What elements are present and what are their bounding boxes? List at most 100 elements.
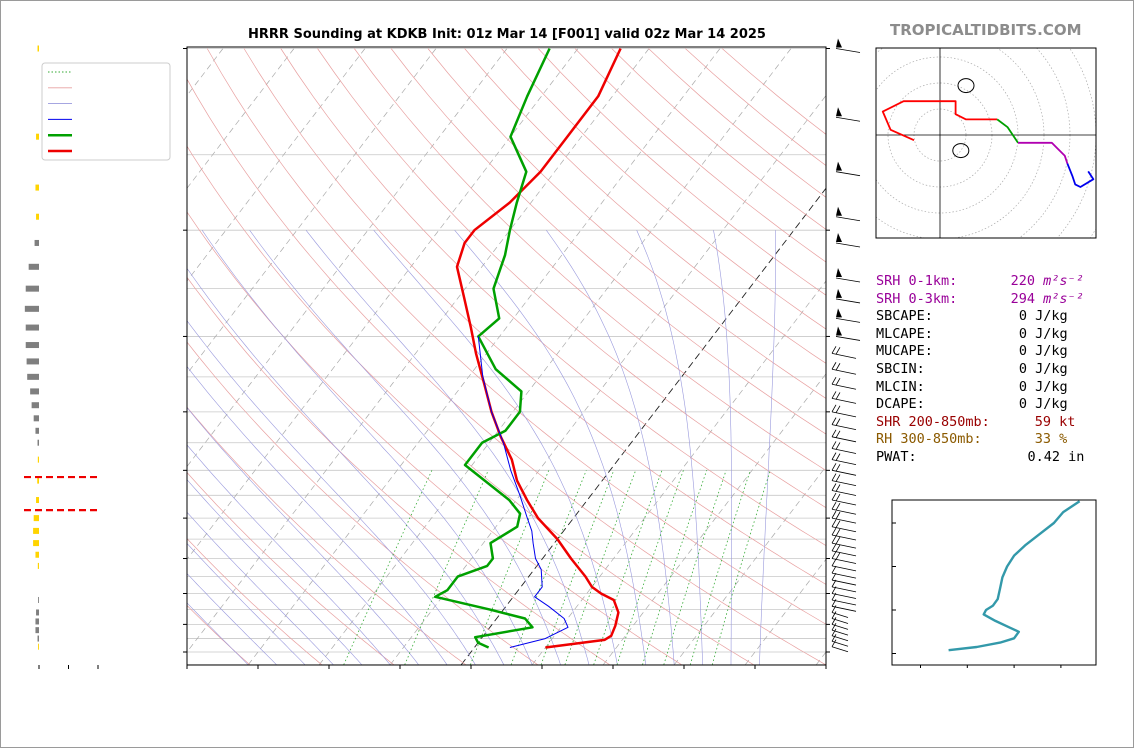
wind-barb-feather xyxy=(835,493,841,502)
stat-label: MLCAPE: xyxy=(876,325,933,342)
hodograph-trace xyxy=(881,100,998,142)
wind-barb-feather xyxy=(831,502,837,510)
omega-bar xyxy=(36,213,39,220)
wind-barb-flag xyxy=(836,326,842,336)
skewt-plot-frame xyxy=(186,46,827,666)
wind-barb-feather xyxy=(831,473,837,481)
omega-bar xyxy=(34,239,39,246)
wind-barb-feather xyxy=(831,639,837,647)
wind-barb-feather xyxy=(835,528,841,537)
wind-barb-feather xyxy=(835,511,841,520)
wind-barb-staff xyxy=(831,593,857,599)
wind-barb-flag xyxy=(836,38,842,48)
wind-barb-feather xyxy=(831,463,837,471)
stat-value-group: 294 m²s⁻² xyxy=(1011,291,1084,309)
wind-barb-staff xyxy=(835,48,861,53)
pseudoadiabat xyxy=(187,479,363,665)
pseudoadiabat xyxy=(187,320,476,665)
pseudoadiabat xyxy=(187,602,249,665)
stat-label: RH 300-850mb: xyxy=(876,431,982,448)
wind-barb-feather xyxy=(831,622,837,631)
pseudoadiabat xyxy=(201,230,533,665)
dry-adiabat xyxy=(317,48,826,509)
stat-unit: kt xyxy=(1051,413,1076,430)
omega-bar xyxy=(35,618,39,625)
wind-barb-staff xyxy=(831,624,849,630)
omega-bar xyxy=(36,609,39,616)
dewpoint-trace xyxy=(433,47,551,649)
wind-barb-flag xyxy=(836,288,842,298)
stat-value: 0 xyxy=(1018,378,1027,395)
mixing-ratio-line xyxy=(564,470,637,665)
isotherm-line xyxy=(815,651,826,665)
stat-row: MUCAPE: 0 J/kg xyxy=(876,343,1068,361)
stat-value-group: 0 J/kg xyxy=(1019,379,1068,397)
wind-barb-feather xyxy=(835,418,841,426)
wind-barb-feather xyxy=(835,536,841,545)
stat-value-group: 0 J/kg xyxy=(1019,326,1068,344)
mixing-ratio-line xyxy=(540,470,615,665)
wind-barb-feather xyxy=(831,452,837,460)
stat-row: DCAPE: 0 J/kg xyxy=(876,396,1068,414)
omega-bar xyxy=(38,643,39,650)
isotherm-line xyxy=(247,48,721,665)
mixing-ratio-line xyxy=(510,470,587,665)
wind-barb-feather xyxy=(831,628,837,636)
dry-adiabat xyxy=(187,471,395,665)
brand-watermark: TROPICALTIDBITS.COM xyxy=(890,21,1082,39)
omega-bar xyxy=(33,415,39,422)
stat-value: 0.42 xyxy=(1027,449,1060,465)
isotherm-line xyxy=(0,49,10,665)
dry-adiabat xyxy=(187,406,467,665)
hodograph-trace xyxy=(1066,163,1095,188)
wind-barb-staff xyxy=(831,586,857,593)
wind-barb-feather xyxy=(835,430,841,439)
stat-row: SBCIN: 0 J/kg xyxy=(876,361,1068,379)
wind-barb-feather xyxy=(831,483,837,491)
wind-barb-feather xyxy=(835,474,841,482)
omega-bar xyxy=(36,133,39,140)
mixing-ratio-line xyxy=(689,470,751,665)
stat-label: SBCAPE: xyxy=(876,308,933,325)
wind-barb-feather xyxy=(831,599,837,607)
stat-unit: J/kg xyxy=(1027,396,1068,413)
temperature-trace xyxy=(455,47,622,649)
stat-label: SRH 0-3km: xyxy=(876,290,958,307)
storm-motion-marker xyxy=(952,143,970,159)
wind-barb-staff xyxy=(831,436,857,443)
theta-e-trace xyxy=(948,500,1081,652)
wind-barb-staff xyxy=(831,618,849,624)
omega-bar xyxy=(31,402,39,409)
stat-unit: m²s⁻² xyxy=(1035,290,1084,307)
omega-bar xyxy=(38,596,39,603)
omega-bar xyxy=(35,184,39,191)
wind-barb-feather xyxy=(831,605,837,613)
omega-bar xyxy=(25,324,39,331)
dry-adiabat xyxy=(464,48,826,364)
pseudoadiabat xyxy=(546,230,675,665)
wind-barb-feather xyxy=(831,572,837,581)
isotherm-line xyxy=(187,48,650,653)
hodograph-trace xyxy=(1018,141,1069,164)
mixing-ratio-line xyxy=(663,470,727,665)
stat-value: 59 xyxy=(1034,413,1051,430)
dry-adiabat xyxy=(187,341,538,665)
wind-barb-feather xyxy=(831,441,837,449)
dry-adiabat xyxy=(206,48,826,625)
omega-bar xyxy=(33,540,39,547)
isotherm-line xyxy=(531,280,826,665)
stat-value: 220 xyxy=(1010,273,1035,289)
omega-bar xyxy=(35,627,39,634)
wind-barb-feather xyxy=(835,378,841,386)
wind-barb-feather xyxy=(835,464,841,472)
stat-value-group: 220 m²s⁻² xyxy=(1011,273,1084,291)
dry-adiabat xyxy=(354,48,826,471)
wind-barb-feather xyxy=(835,552,841,560)
stat-row: SRH 0-1km: 220 m²s⁻² xyxy=(876,273,1084,291)
dry-adiabat xyxy=(187,145,754,665)
wind-barb-feather xyxy=(831,492,837,501)
stat-value: 33 xyxy=(1034,431,1051,448)
isotherm-line xyxy=(318,48,792,665)
wind-barb-feather xyxy=(835,347,841,355)
